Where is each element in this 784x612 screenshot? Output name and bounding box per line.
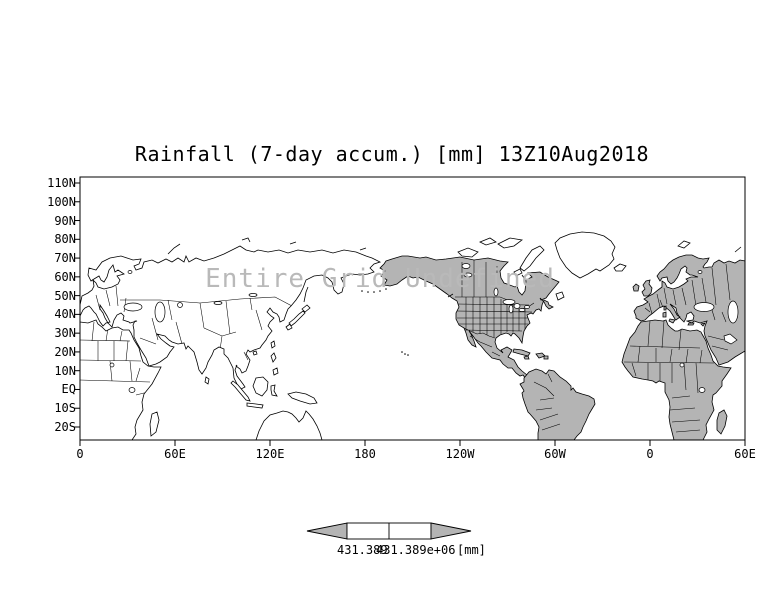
y-axis-label: 60N <box>54 269 76 284</box>
borders-eurasia <box>95 285 293 361</box>
y-axis-label: 80N <box>54 232 76 247</box>
x-axis-label: 120E <box>255 447 285 461</box>
y-axis-label: 10N <box>54 363 76 378</box>
y-axis-ticks <box>74 182 80 428</box>
islands-europe-africa <box>632 279 728 435</box>
y-axis-label: 30N <box>54 326 76 341</box>
islands-asia-pacific <box>149 304 318 437</box>
aleutian-hawaii-dots <box>361 288 409 356</box>
colorbar <box>306 522 472 540</box>
y-axis-labels: 110N 100N 90N 80N 70N 60N 50N 40N 30N 20N 10N EQ 10S… <box>28 177 76 433</box>
x-axis-label: 180 <box>354 447 376 461</box>
x-axis-label: 0 <box>646 447 654 461</box>
plot-title: Rainfall (7-day accum.) [mm] 13Z10Aug201… <box>134 142 650 166</box>
y-axis-label: EQ <box>61 382 76 397</box>
borders-africa <box>623 320 715 433</box>
coastline-fragments <box>167 237 742 303</box>
borders-south-america <box>533 373 561 431</box>
y-axis-label: 70N <box>54 251 76 266</box>
colorbar-label-min: 431.389 <box>337 543 388 557</box>
x-axis-labels: 0 60E 120E 180 120W 60W 0 60E <box>0 448 784 462</box>
x-axis-label: 60E <box>734 447 756 461</box>
x-axis-label: 0 <box>76 447 84 461</box>
y-axis-label: 90N <box>54 213 76 228</box>
plot-frame <box>79 176 746 441</box>
islands-arctic-atlantic <box>457 237 691 301</box>
borders-europe <box>644 263 731 351</box>
undefined-grid-watermark: Entire Grid Undefined <box>205 264 555 294</box>
islands-caribbean <box>512 348 549 360</box>
y-axis-label: 110N <box>47 176 76 190</box>
x-axis-label: 120W <box>445 447 475 461</box>
y-axis-label: 20S <box>54 419 76 434</box>
colorbar-label-max: 431.389e+06 <box>376 543 456 557</box>
y-axis-label: 20N <box>54 344 76 359</box>
borders-africa-left <box>80 321 151 396</box>
y-axis-label: 10S <box>54 401 76 416</box>
x-axis-ticks <box>79 440 746 446</box>
y-axis-label: 100N <box>47 194 76 209</box>
colorbar-units: [mm] <box>457 543 486 557</box>
lakes-inland-seas <box>109 263 739 393</box>
y-axis-label: 50N <box>54 288 76 303</box>
x-axis-label: 60W <box>544 447 566 461</box>
x-axis-label: 60E <box>164 447 186 461</box>
colorbar-right-arrow <box>430 522 472 540</box>
colorbar-left-arrow <box>306 522 348 540</box>
y-axis-label: 40N <box>54 307 76 322</box>
continent-australia <box>255 410 323 441</box>
continent-south-america <box>519 368 596 441</box>
